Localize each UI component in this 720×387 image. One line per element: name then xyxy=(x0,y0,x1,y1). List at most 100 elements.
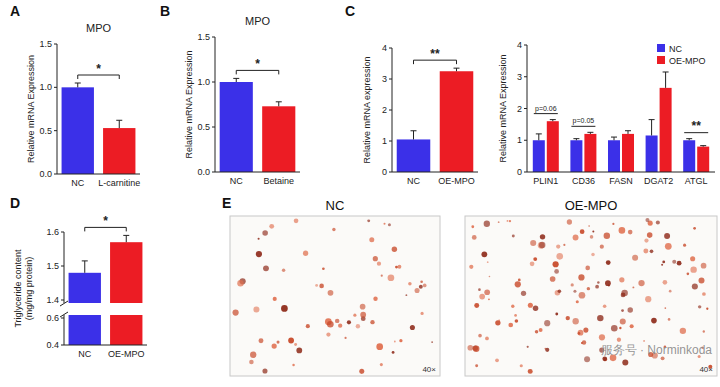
bar xyxy=(220,82,253,172)
y-tick xyxy=(61,266,64,267)
y-tick xyxy=(54,44,57,45)
stain-dot xyxy=(292,364,294,366)
stain-dot xyxy=(423,284,427,288)
significance-label: p=0.05 xyxy=(573,117,595,125)
y-tick-label: 0 xyxy=(517,167,522,177)
stain-dot xyxy=(558,289,562,293)
stain-dot xyxy=(588,225,590,227)
error-bar xyxy=(116,120,122,128)
stain-dot xyxy=(662,261,665,264)
stain-dot xyxy=(262,230,268,236)
x-tick-label: OE-MPO xyxy=(108,349,145,359)
stain-dot xyxy=(533,305,538,310)
stain-dot xyxy=(253,307,259,313)
bar xyxy=(533,140,545,172)
legend-label: NC xyxy=(669,44,682,54)
y-axis-label: Relative mRNA Expression xyxy=(498,54,508,162)
y-tick xyxy=(389,172,392,173)
stain-dot xyxy=(518,279,521,282)
stain-dot xyxy=(520,364,523,367)
error-cap xyxy=(663,71,669,72)
y-tick xyxy=(524,45,527,46)
stain-dot xyxy=(573,235,579,241)
y-tick xyxy=(61,345,64,346)
error-stem xyxy=(119,120,120,128)
bar xyxy=(570,140,582,172)
stain-dot xyxy=(583,328,588,333)
error-stem xyxy=(278,102,279,107)
error-bar xyxy=(587,132,593,134)
stain-dot xyxy=(514,314,517,317)
stain-dot xyxy=(469,265,473,269)
stain-dot xyxy=(484,221,490,227)
stain-dot xyxy=(627,307,633,313)
stain-dot xyxy=(554,269,559,274)
significance-label: * xyxy=(96,62,101,76)
stain-dot xyxy=(581,342,583,344)
y-tick-label: 0.6 xyxy=(46,313,59,323)
stain-dot xyxy=(632,255,638,261)
stain-dot xyxy=(395,266,398,269)
stain-dot xyxy=(487,261,489,263)
bar xyxy=(584,134,596,172)
stain-dot xyxy=(294,219,299,224)
stain-dot xyxy=(478,334,482,338)
error-cap xyxy=(233,78,239,79)
bar xyxy=(697,147,709,172)
stain-dot xyxy=(474,303,479,308)
x-tick-label: FASN xyxy=(609,176,633,186)
stain-dot xyxy=(683,244,686,247)
y-tick-label: 0.4 xyxy=(46,340,59,350)
stain-dot xyxy=(698,305,701,308)
stain-dot xyxy=(599,334,605,340)
y-tick-label: 0.0 xyxy=(39,169,52,179)
stain-dot xyxy=(530,261,535,266)
magnification-label: 40× xyxy=(699,365,713,374)
y-tick xyxy=(524,140,527,141)
y-tick xyxy=(389,141,392,142)
stain-dot xyxy=(563,244,565,246)
image-title: OE-MPO xyxy=(565,198,618,213)
stain-dot xyxy=(647,232,653,238)
error-stem xyxy=(77,83,78,87)
error-cap xyxy=(550,119,556,120)
stain-dot xyxy=(540,234,545,239)
stain-dot xyxy=(294,343,297,346)
x-tick-label: NC xyxy=(230,176,243,186)
magnification-label: 40× xyxy=(422,365,436,374)
x-tick-label: DGAT2 xyxy=(644,176,673,186)
stain-dot xyxy=(611,325,618,332)
stain-dot xyxy=(384,223,386,225)
y-tick-label: 2 xyxy=(382,105,387,115)
stain-dot xyxy=(608,285,610,287)
stain-dot xyxy=(550,276,556,282)
stain-dots xyxy=(467,218,712,374)
stain-dot xyxy=(702,292,706,296)
error-cap xyxy=(587,132,593,133)
stain-dot xyxy=(388,274,395,281)
error-bar xyxy=(82,261,88,273)
panel-label: B xyxy=(160,3,170,19)
panel-label: D xyxy=(10,195,20,211)
stain-dot xyxy=(701,263,707,269)
chart-title: MPO xyxy=(86,22,112,34)
stain-dot xyxy=(237,280,243,286)
stain-dot xyxy=(306,324,310,328)
bar xyxy=(110,242,142,345)
error-cap xyxy=(411,130,417,131)
chart: NCBetaine0.00.51.01.5Relative mRNA Expre… xyxy=(160,3,300,186)
error-cap xyxy=(686,138,692,139)
stain-dot xyxy=(664,307,666,309)
stain-dot xyxy=(703,330,705,332)
stain-dot xyxy=(621,290,628,297)
panel-label: A xyxy=(10,3,20,19)
stain-dot xyxy=(485,337,489,341)
chart: NCL-carnitine0.00.51.01.5Relative mRNA E… xyxy=(10,3,140,188)
bar xyxy=(683,140,695,172)
stain-dot xyxy=(643,249,648,254)
bar xyxy=(440,71,474,172)
legend-label: OE-MPO xyxy=(669,56,706,66)
stain-dot xyxy=(530,240,536,246)
plot-area xyxy=(69,235,143,345)
bar xyxy=(622,134,634,172)
